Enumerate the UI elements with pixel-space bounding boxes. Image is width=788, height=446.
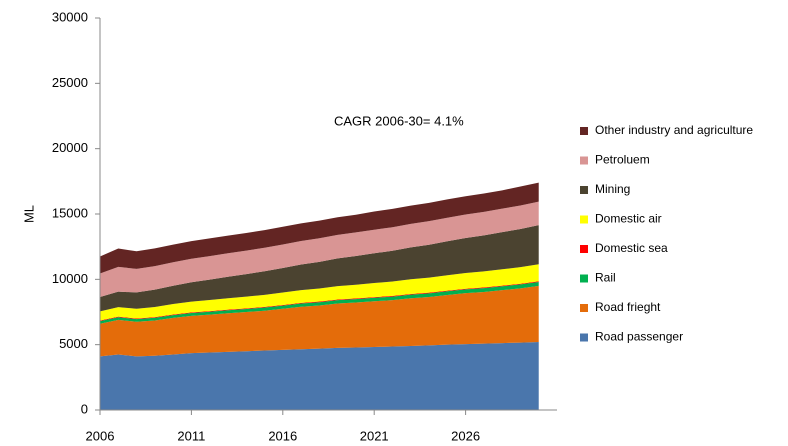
area [100,182,539,274]
y-axis-label: ML [21,205,36,223]
y-tick-label: 25000 [52,75,88,90]
area [100,281,539,324]
legend-swatch [580,274,588,283]
x-tick-label: 2016 [268,428,297,443]
legend-label: Other industry and agriculture [595,123,753,137]
x-tick-label: 2011 [177,428,205,443]
legend-swatch [580,156,588,165]
legend: Other industry and agriculture Petroluem M… [580,123,753,344]
area [100,281,539,322]
legend-label: Petroluem [595,153,650,167]
annotation: CAGR 2006-30= 4.1% [334,113,464,128]
area [100,201,539,297]
legend-swatch [580,127,588,135]
legend-label: Road frieght [595,300,661,314]
area [100,225,539,312]
x-tick-label: 2026 [451,428,480,443]
legend-swatch [580,245,588,253]
legend-swatch [580,304,588,312]
x-tick-label: 2021 [360,428,389,443]
legend-label: Domestic sea [595,241,668,255]
legend-swatch [580,333,588,342]
y-tick-label: 20000 [52,140,88,155]
legend-label: Mining [595,182,630,196]
legend-label: Road passenger [595,330,683,344]
area [100,285,539,357]
area [100,342,539,410]
y-tick-label: 10000 [52,271,88,286]
y-tick-label: 30000 [52,9,88,24]
y-tick-label: 15000 [52,205,88,220]
legend-swatch [580,215,588,224]
y-tick-label: 5000 [59,336,88,351]
area [100,264,539,321]
y-tick-label: 0 [81,401,88,416]
legend-swatch [580,186,588,194]
x-tick-label: 2006 [86,428,115,443]
legend-label: Rail [595,271,616,285]
legend-label: Domestic air [595,212,662,226]
